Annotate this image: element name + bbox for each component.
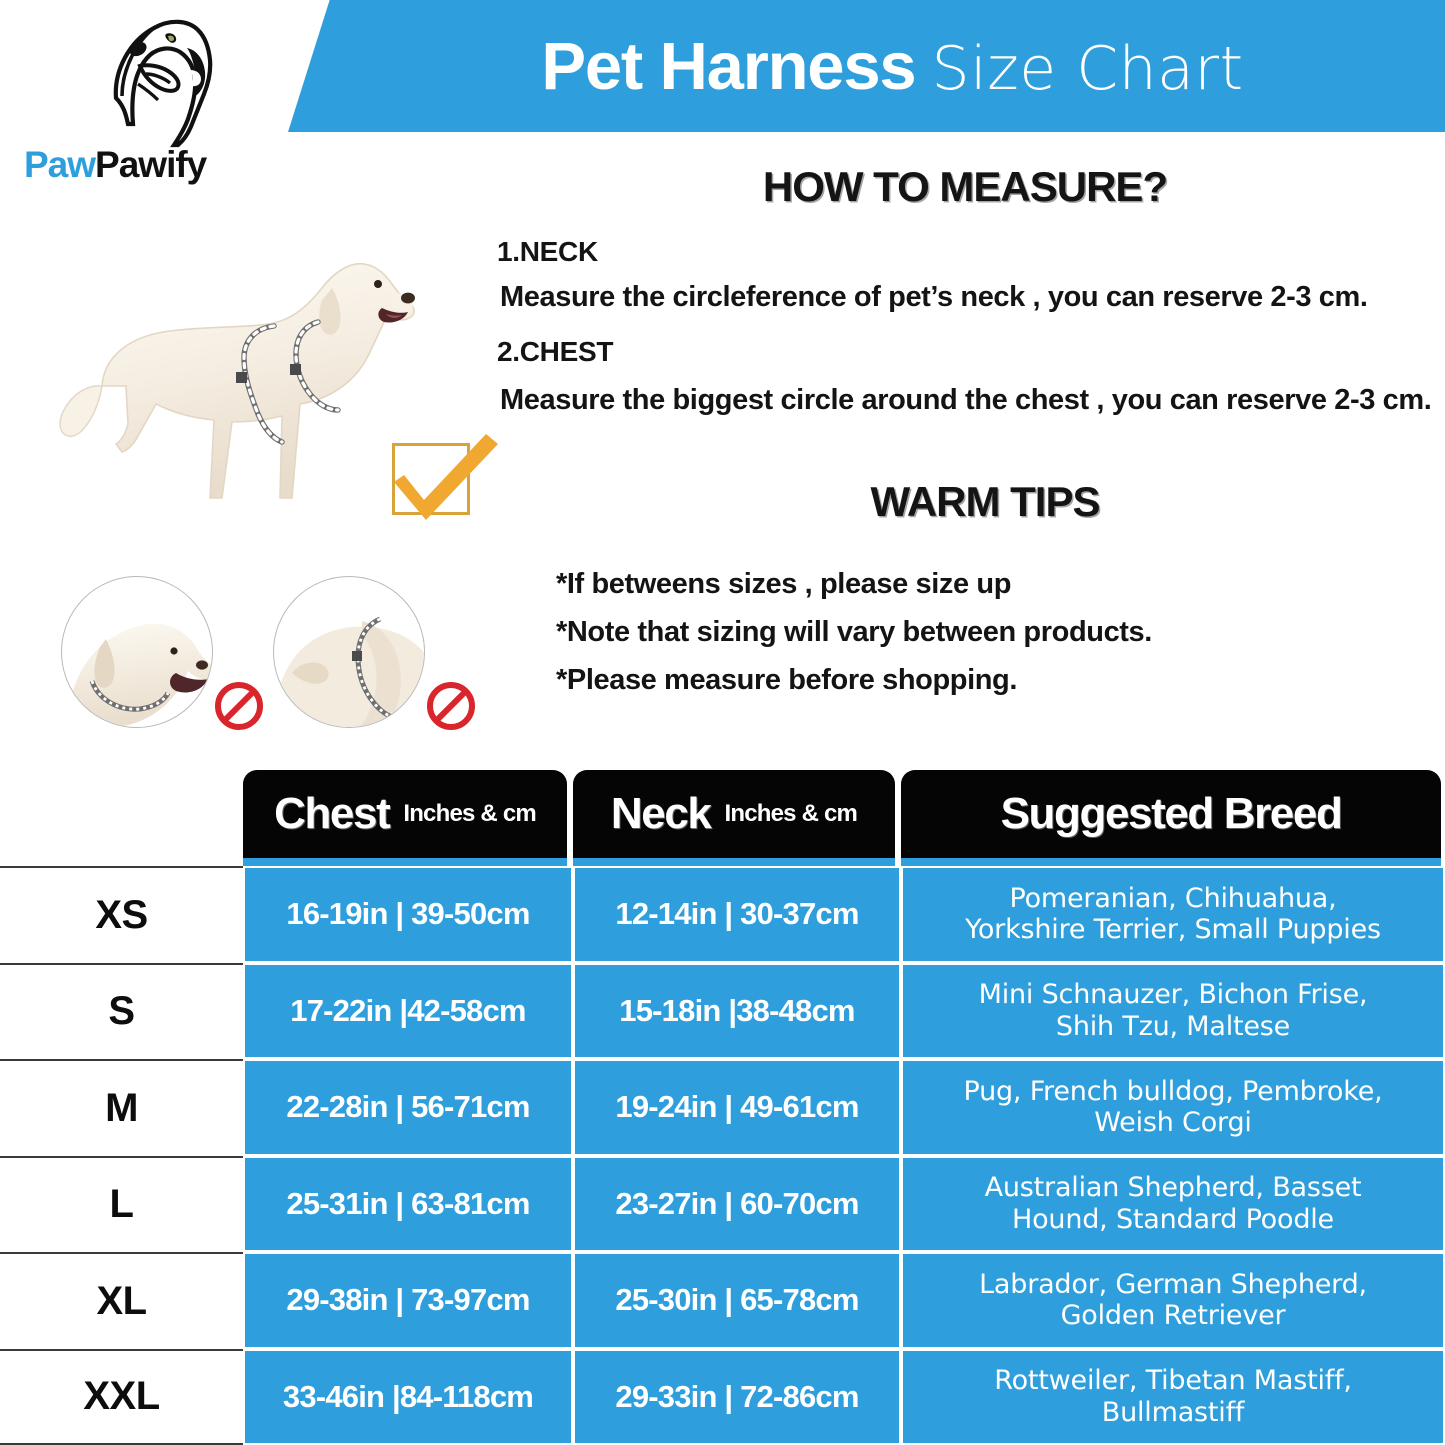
cell-neck-value: 29-33in | 72-86cm [615, 1378, 859, 1414]
logo-wordmark: PawPawify [24, 144, 284, 186]
breed-line-2: Weish Corgi [1094, 1107, 1252, 1139]
cell-chest-value: 33-46in |84-118cm [282, 1378, 534, 1414]
cell-neck-value: 19-24in | 49-61cm [615, 1089, 859, 1125]
cell-breed-value: Pug, French bulldog, Pembroke, Weish Cor… [953, 1076, 1392, 1139]
column-header-neck-units: Inches & cm [724, 800, 858, 827]
cell-breed-value: Rottweiler, Tibetan Mastiff, Bullmastiff [984, 1365, 1362, 1428]
cell-breed: Pug, French bulldog, Pembroke, Weish Cor… [901, 1059, 1445, 1156]
cell-chest: 17-22in |42-58cm [243, 962, 573, 1059]
cell-breed: Labrador, German Shepherd, Golden Retrie… [901, 1252, 1445, 1349]
warm-tip-1: *If betweens sizes , please size up [556, 568, 1012, 600]
warm-tips-heading: WARM TIPS [870, 478, 1101, 525]
table-row: XS 16-19in | 39-50cm 12-14in | 30-37cm P… [0, 866, 1445, 963]
logo-text-paw: Paw [24, 144, 96, 185]
column-header-chest: Chest Inches & cm [243, 770, 567, 858]
measure-step-2-label: 2.CHEST [497, 336, 614, 367]
cell-breed-value: Mini Schnauzer, Bichon Frise, Shih Tzu, … [969, 979, 1378, 1042]
cell-size: XL [0, 1252, 243, 1349]
incorrect-example-2 [273, 576, 425, 728]
cell-chest: 25-31in | 63-81cm [243, 1155, 573, 1252]
cell-breed: Pomeranian, Chihuahua, Yorkshire Terrier… [901, 866, 1445, 963]
cell-size: XS [0, 866, 243, 963]
table-row: XL 29-38in | 73-97cm 25-30in | 65-78cm L… [0, 1252, 1445, 1349]
warm-tip-2: *Note that sizing will vary between prod… [556, 616, 1152, 648]
measure-step-2-text: Measure the biggest circle around the ch… [500, 384, 1432, 416]
cell-chest: 22-28in | 56-71cm [243, 1059, 573, 1156]
breed-line-2: Golden Retriever [1060, 1300, 1286, 1332]
table-row: L 25-31in | 63-81cm 23-27in | 60-70cm Au… [0, 1155, 1445, 1252]
cell-breed-value: Labrador, German Shepherd, Golden Retrie… [969, 1269, 1377, 1332]
cell-chest-value: 16-19in | 39-50cm [286, 896, 530, 932]
table-row: M 22-28in | 56-71cm 19-24in | 49-61cm Pu… [0, 1059, 1445, 1156]
cell-chest: 29-38in | 73-97cm [243, 1252, 573, 1349]
breed-line-1: Pug, French bulldog, Pembroke, [963, 1075, 1383, 1107]
breed-line-2: Bullmastiff [1101, 1396, 1245, 1428]
page-title: Pet Harness Size Chart [541, 28, 1243, 105]
title-bold-part: Pet Harness [541, 28, 916, 104]
cell-neck: 29-33in | 72-86cm [573, 1348, 901, 1445]
cell-breed: Australian Shepherd, Basset Hound, Stand… [901, 1155, 1445, 1252]
breed-line-1: Mini Schnauzer, Bichon Frise, [978, 979, 1368, 1011]
size-chart-table: Chest Inches & cm Neck Inches & cm Sugge… [0, 766, 1445, 1445]
breed-line-2: Hound, Standard Poodle [1012, 1203, 1334, 1235]
breed-line-1: Rottweiler, Tibetan Mastiff, [994, 1365, 1352, 1397]
cell-breed: Mini Schnauzer, Bichon Frise, Shih Tzu, … [901, 962, 1445, 1059]
column-header-neck-label: Neck [610, 789, 712, 838]
column-header-breed: Suggested Breed [901, 770, 1441, 858]
cell-size: S [0, 962, 243, 1059]
cell-size: XXL [0, 1348, 243, 1445]
red-prohibited-icon [427, 682, 475, 730]
column-header-breed-label: Suggested Breed [1000, 789, 1343, 838]
cell-neck: 12-14in | 30-37cm [573, 866, 901, 963]
dog-head-icon [113, 19, 213, 148]
breed-line-2: Shih Tzu, Maltese [1055, 1010, 1291, 1042]
column-header-chest-units: Inches & cm [403, 800, 536, 827]
cell-neck: 15-18in |38-48cm [573, 962, 901, 1059]
logo-text-pawify: Pawify [95, 144, 207, 185]
cell-breed: Rottweiler, Tibetan Mastiff, Bullmastiff [901, 1348, 1445, 1445]
cell-breed-value: Australian Shepherd, Basset Hound, Stand… [975, 1172, 1372, 1235]
breed-line-2: Yorkshire Terrier, Small Puppies [965, 914, 1381, 946]
how-to-measure-heading: HOW TO MEASURE? [762, 163, 1168, 210]
table-body: XS 16-19in | 39-50cm 12-14in | 30-37cm P… [0, 866, 1445, 1445]
cell-chest-value: 22-28in | 56-71cm [286, 1089, 530, 1125]
table-row: XXL 33-46in |84-118cm 29-33in | 72-86cm … [0, 1348, 1445, 1445]
cell-chest-value: 29-38in | 73-97cm [286, 1282, 530, 1318]
incorrect-example-1 [61, 576, 213, 728]
column-header-neck: Neck Inches & cm [573, 770, 895, 858]
column-header-chest-label: Chest [274, 789, 391, 838]
cell-neck: 23-27in | 60-70cm [573, 1155, 901, 1252]
cell-neck-value: 25-30in | 65-78cm [615, 1282, 859, 1318]
header-banner: Pet Harness Size Chart [288, 0, 1445, 132]
breed-line-1: Pomeranian, Chihuahua, [1009, 882, 1337, 914]
cell-chest-value: 17-22in |42-58cm [290, 992, 526, 1028]
cell-size: L [0, 1155, 243, 1252]
cell-neck: 25-30in | 65-78cm [573, 1252, 901, 1349]
table-header-row: Chest Inches & cm Neck Inches & cm Sugge… [0, 766, 1445, 866]
cell-chest: 33-46in |84-118cm [243, 1348, 573, 1445]
orange-checkmark-icon [394, 434, 498, 520]
cell-neck-value: 12-14in | 30-37cm [615, 896, 859, 932]
brand-logo: PawPawify [10, 8, 286, 198]
red-prohibited-icon [215, 682, 263, 730]
cell-neck-value: 15-18in |38-48cm [619, 992, 855, 1028]
warm-tip-3: *Please measure before shopping. [556, 664, 1018, 696]
cell-size: M [0, 1059, 243, 1156]
cell-chest: 16-19in | 39-50cm [243, 866, 573, 963]
measure-step-1-text: Measure the circleference of pet’s neck … [500, 281, 1368, 313]
golden-retriever-photo [59, 263, 415, 499]
cell-neck: 19-24in | 49-61cm [573, 1059, 901, 1156]
measure-step-1-label: 1.NECK [497, 236, 598, 267]
cell-chest-value: 25-31in | 63-81cm [286, 1185, 530, 1221]
cell-neck-value: 23-27in | 60-70cm [615, 1185, 859, 1221]
breed-line-1: Australian Shepherd, Basset [984, 1172, 1362, 1204]
table-row: S 17-22in |42-58cm 15-18in |38-48cm Mini… [0, 962, 1445, 1059]
incorrect-examples [55, 572, 485, 744]
title-light-part: Size Chart [931, 33, 1244, 104]
breed-line-1: Labrador, German Shepherd, [979, 1268, 1367, 1300]
cell-breed-value: Pomeranian, Chihuahua, Yorkshire Terrier… [955, 883, 1391, 946]
